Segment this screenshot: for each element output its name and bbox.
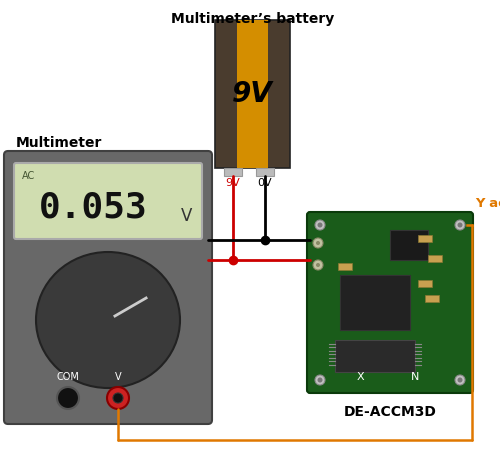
Text: V: V bbox=[180, 207, 192, 225]
Text: COM: COM bbox=[56, 372, 80, 382]
Text: 9V: 9V bbox=[232, 80, 273, 108]
Bar bbox=[418, 280, 432, 287]
Circle shape bbox=[313, 238, 323, 248]
Text: DE-ACCM3D: DE-ACCM3D bbox=[344, 405, 436, 419]
Text: AC: AC bbox=[22, 171, 35, 181]
Bar bbox=[338, 263, 352, 270]
Bar bbox=[224, 168, 242, 176]
Circle shape bbox=[113, 393, 123, 403]
Bar bbox=[335, 340, 415, 372]
Circle shape bbox=[455, 375, 465, 385]
Circle shape bbox=[313, 260, 323, 270]
Circle shape bbox=[316, 241, 320, 245]
Bar bbox=[425, 295, 439, 302]
Circle shape bbox=[455, 220, 465, 230]
Circle shape bbox=[318, 222, 322, 227]
Bar bbox=[237, 20, 268, 168]
Text: 0V: 0V bbox=[258, 178, 272, 188]
Circle shape bbox=[458, 378, 462, 383]
Ellipse shape bbox=[36, 252, 180, 388]
FancyBboxPatch shape bbox=[14, 163, 202, 239]
Text: X: X bbox=[356, 372, 364, 382]
Circle shape bbox=[57, 387, 79, 409]
Bar bbox=[340, 275, 410, 330]
Text: Multimeter’s battery: Multimeter’s battery bbox=[171, 12, 334, 26]
FancyBboxPatch shape bbox=[215, 20, 290, 168]
Text: Multimeter: Multimeter bbox=[16, 136, 102, 150]
Circle shape bbox=[318, 378, 322, 383]
Circle shape bbox=[316, 263, 320, 267]
Circle shape bbox=[458, 222, 462, 227]
Text: 9V: 9V bbox=[226, 178, 240, 188]
Text: V: V bbox=[114, 372, 121, 382]
Circle shape bbox=[315, 375, 325, 385]
Bar bbox=[428, 255, 442, 262]
Text: Y acceleration: Y acceleration bbox=[475, 197, 500, 210]
FancyBboxPatch shape bbox=[307, 212, 473, 393]
Bar bbox=[390, 230, 428, 260]
Circle shape bbox=[107, 387, 129, 409]
Bar bbox=[418, 235, 432, 242]
FancyBboxPatch shape bbox=[4, 151, 212, 424]
Text: N: N bbox=[411, 372, 419, 382]
Text: 0.053: 0.053 bbox=[39, 190, 148, 224]
Circle shape bbox=[315, 220, 325, 230]
Bar bbox=[256, 168, 274, 176]
